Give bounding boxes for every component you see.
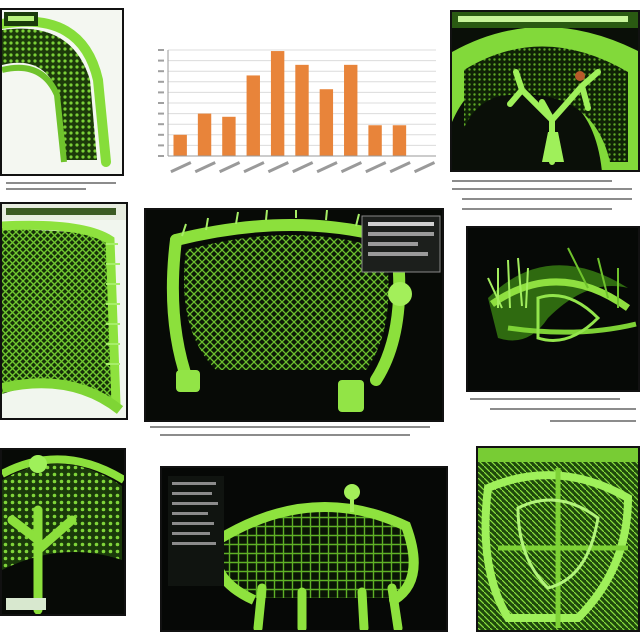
x-tick-label xyxy=(267,161,289,174)
x-tick-label xyxy=(389,161,411,174)
bar xyxy=(368,125,382,156)
bar xyxy=(197,113,212,156)
y-tick-mark xyxy=(158,91,164,94)
panel-top-left xyxy=(0,8,124,176)
y-tick-mark xyxy=(158,70,164,73)
y-tick-mark xyxy=(158,102,164,104)
y-tick-mark xyxy=(158,49,164,51)
chart-title xyxy=(150,14,420,36)
lattice-chair-image xyxy=(146,210,442,420)
caption-mid-center xyxy=(150,424,440,448)
bar-chart-svg xyxy=(158,49,436,174)
bar xyxy=(173,134,187,156)
panel-bottom-right xyxy=(476,446,640,632)
bar xyxy=(295,64,309,156)
caption-mid-right xyxy=(470,396,638,436)
x-tick-label xyxy=(316,161,338,174)
panel-mid-center xyxy=(144,208,444,422)
lattice-animal-image xyxy=(162,468,446,630)
bar xyxy=(222,116,236,156)
lattice-tree-image xyxy=(2,450,124,614)
y-tick-mark xyxy=(158,112,164,115)
y-tick-mark xyxy=(158,133,164,136)
x-tick-label xyxy=(365,161,387,174)
x-tick-label xyxy=(243,161,265,174)
x-tick-label xyxy=(219,161,241,174)
y-tick-mark xyxy=(158,80,164,83)
bar xyxy=(344,64,358,156)
panel-mid-left xyxy=(0,202,128,420)
y-tick-mark xyxy=(158,155,164,157)
x-tick-label xyxy=(194,161,216,174)
chart-bars xyxy=(170,51,436,174)
x-tick-label xyxy=(340,161,363,174)
x-tick-label xyxy=(413,161,436,174)
y-tick-mark xyxy=(158,144,164,147)
y-tick-mark xyxy=(158,123,164,126)
bar xyxy=(319,89,334,156)
panel-mid-right xyxy=(466,226,640,392)
panel-bottom-left xyxy=(0,448,126,616)
x-tick-label xyxy=(292,161,314,174)
panel-bottom-center xyxy=(160,466,448,632)
y-tick-mark xyxy=(158,59,164,62)
bar xyxy=(392,125,407,156)
bar xyxy=(246,75,260,156)
dense-lattice-image xyxy=(478,448,638,630)
branching-lattice-image xyxy=(468,228,638,390)
caption-top-right xyxy=(452,178,638,218)
caption-top-left xyxy=(6,180,122,200)
bar-chart xyxy=(140,40,442,210)
x-tick-label xyxy=(170,161,192,174)
lattice-arch-image xyxy=(2,10,122,174)
bar xyxy=(270,51,285,157)
lattice-sheet-image xyxy=(2,204,126,418)
branching-structure-image xyxy=(452,12,638,170)
panel-top-right xyxy=(450,10,640,172)
